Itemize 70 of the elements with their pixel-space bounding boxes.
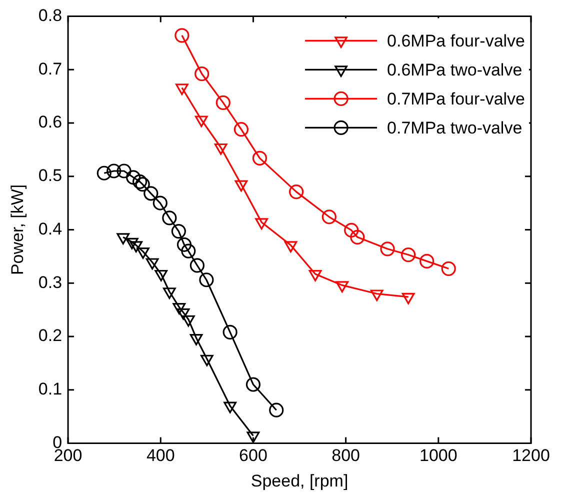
point [214,143,228,155]
point [176,308,190,320]
point [401,247,416,262]
point [200,354,214,366]
point [255,218,268,230]
point [234,180,248,192]
y-tick-label: 0.4 [38,219,62,238]
point [174,28,190,43]
point [322,210,336,224]
point [380,242,395,256]
x-tick-label: 400 [146,446,175,466]
point [162,210,177,226]
y-tick-label: 0.2 [38,326,62,346]
point [132,174,148,189]
point [144,186,158,201]
point [96,166,112,180]
point [252,150,267,166]
point [246,377,261,392]
point [190,334,203,346]
point [126,170,141,185]
point [182,315,195,327]
point [402,292,415,304]
x-tick-label: 1200 [512,446,550,466]
y-tick-label: 0.7 [38,59,62,78]
point [246,432,260,444]
point [234,122,248,137]
point [136,248,150,259]
point [350,230,365,244]
point [154,270,168,282]
point [420,254,434,268]
point [222,324,238,340]
point [288,184,304,200]
legend-label: 0.6MPa four-valve [387,31,525,50]
point [125,238,138,250]
point [116,233,130,244]
point [152,196,168,210]
y-tick-label: 0.6 [38,112,62,132]
point [199,272,214,288]
point [176,237,192,252]
point [216,95,230,110]
point [181,244,196,258]
point [284,241,298,252]
point [336,281,349,293]
point [172,303,186,314]
point [116,164,132,178]
point [308,270,322,282]
point [130,241,143,252]
y-tick-label: 0.3 [38,272,62,292]
point [194,66,210,82]
point [162,288,176,299]
legend-label: 0.6MPa two-valve [387,60,522,80]
point [146,258,159,270]
point [171,224,186,239]
point [190,258,204,273]
x-tick-label: 600 [239,446,268,466]
x-axis-title: Speed, [rpm] [250,471,348,490]
legend-label: 0.7MPa four-valve [387,89,525,108]
point [344,222,359,238]
x-tick-label: 1000 [419,446,458,466]
point [106,164,122,178]
x-tick-label: 800 [332,446,360,466]
point [135,177,150,192]
y-tick-label: 0.5 [38,166,62,186]
point [370,290,384,302]
point [224,402,236,414]
y-axis-title: Power, [kW] [8,184,27,276]
legend-label: 0.7MPa two-valve [387,118,522,138]
point [441,261,456,276]
y-tick-label: 0.8 [38,6,62,25]
y-tick-label: 0.1 [38,380,62,399]
